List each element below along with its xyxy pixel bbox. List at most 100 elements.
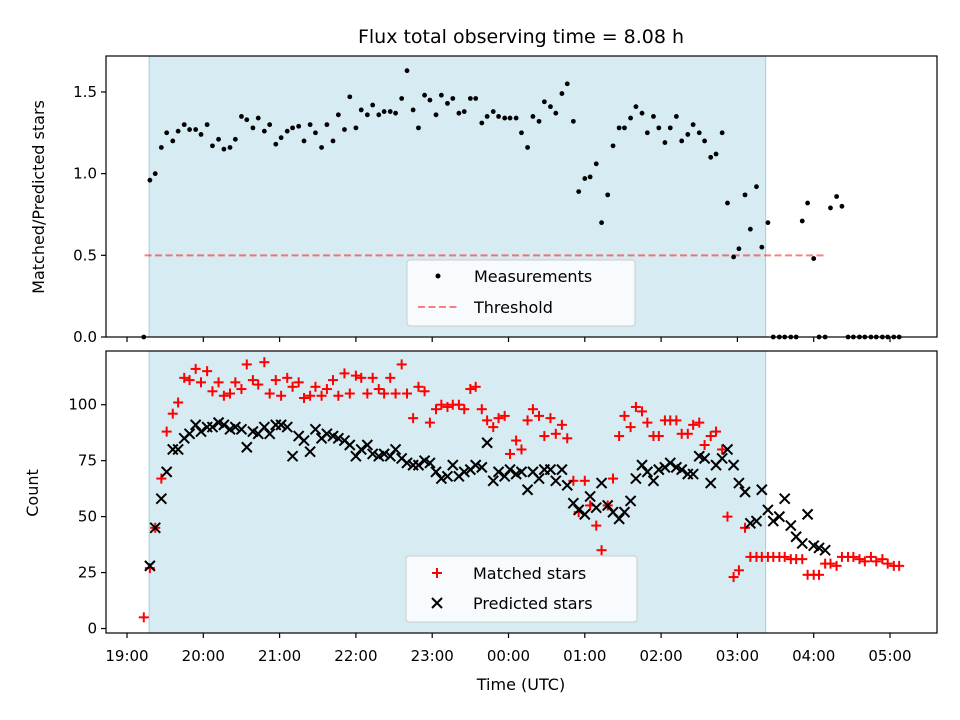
count-panel-frame <box>105 350 938 634</box>
measurement-point <box>530 114 536 119</box>
measurement-point <box>725 200 730 206</box>
ratio-panel: 0.0 0.5 1.0 1.5 Matched/Predicted stars Mea… <box>29 55 938 346</box>
measurement-point <box>301 138 307 144</box>
time-x-tick-label: 04:00 <box>792 647 835 665</box>
matched-star-point <box>814 569 825 580</box>
measurement-point <box>450 96 456 101</box>
matched-star-point <box>156 473 167 484</box>
measurement-point <box>599 220 604 226</box>
measurement-point <box>633 104 639 110</box>
measurement-point <box>250 125 256 131</box>
ratio-y-tick-label: 0.5 <box>73 246 97 264</box>
measurement-point <box>467 96 473 101</box>
matched-star-point <box>424 417 435 428</box>
predicted-star-point <box>762 504 774 516</box>
time-x-tick-label: 03:00 <box>716 647 759 665</box>
measurement-point <box>353 125 359 131</box>
predicted-star-point <box>721 443 734 456</box>
matched-star-point <box>871 556 882 567</box>
matched-star-point <box>138 612 149 623</box>
measurement-point <box>667 125 673 131</box>
measurement-point <box>330 138 336 144</box>
matched-star-point <box>282 372 293 383</box>
predicted-star-point <box>183 428 196 440</box>
matched-star-point <box>218 390 229 401</box>
measurement-point <box>811 256 817 261</box>
measurement-point <box>335 112 341 118</box>
measurement-point <box>273 141 279 147</box>
matched-star-point <box>236 384 247 395</box>
measurement-point <box>507 115 513 121</box>
measurement-point <box>445 100 450 106</box>
predicted-star-point <box>595 477 608 489</box>
predicted-star-point <box>590 501 602 514</box>
matched-star-point <box>453 399 464 410</box>
matched-star-point <box>161 426 172 437</box>
time-x-axis: 19:00 20:00 21:00 22:00 23:00 00:00 01:00 02:00… <box>105 633 912 665</box>
time-x-tick-label: 00:00 <box>487 647 530 665</box>
ratio-legend-box <box>406 259 636 327</box>
measurement-point <box>278 135 284 141</box>
matched-star-point <box>321 384 332 395</box>
predicted-star-point <box>664 457 676 469</box>
matched-star-point <box>213 377 224 388</box>
matched-star-point <box>516 444 527 455</box>
measurement-point <box>170 138 176 144</box>
measurement-point <box>805 200 810 206</box>
matched-star-point <box>402 388 413 399</box>
predicted-star-point <box>424 457 436 469</box>
matched-star-point <box>413 381 424 392</box>
measurement-point <box>364 112 370 118</box>
matched-star-point <box>608 473 619 484</box>
measurement-point <box>267 122 273 128</box>
predicted-star-point <box>550 475 562 487</box>
measurement-point <box>765 220 771 226</box>
matched-star-point <box>579 475 590 486</box>
measurement-point <box>227 145 233 150</box>
matched-star-point <box>682 428 693 439</box>
matched-star-point <box>344 388 355 399</box>
measurement-point <box>296 123 302 129</box>
time-x-tick-label: 19:00 <box>105 647 148 665</box>
measurement-point <box>422 92 427 98</box>
time-x-tick-label: 23:00 <box>411 647 454 665</box>
matched-star-point <box>779 551 790 562</box>
matched-star-point <box>556 419 567 430</box>
ratio-y-tick-label: 0.0 <box>73 328 97 346</box>
predicted-star-point <box>778 493 791 505</box>
measurement-point <box>679 138 685 144</box>
predicted-star-point <box>458 466 470 478</box>
measurement-point <box>519 130 524 136</box>
predicted-star-point <box>727 459 740 471</box>
matched-star-point <box>230 377 241 388</box>
matched-star-point <box>527 404 538 415</box>
predicted-star-point <box>361 439 374 451</box>
matched-star-point <box>190 363 201 374</box>
predicted-star-point <box>144 560 156 572</box>
predicted-star-point <box>641 466 654 478</box>
matched-star-point <box>316 390 327 401</box>
count-legend: Matched stars Predicted stars <box>405 555 638 623</box>
measurement-point <box>399 96 405 101</box>
measurement-point <box>381 109 387 114</box>
measurement-point <box>255 115 261 121</box>
predicted-star-point <box>263 428 276 440</box>
matched-star-point <box>373 384 384 395</box>
measurement-point <box>708 154 714 160</box>
predicted-star-point <box>533 472 545 485</box>
matched-star-point <box>179 372 190 383</box>
measurement-point <box>193 127 199 132</box>
matched-star-point <box>202 366 213 377</box>
matched-star-point <box>877 554 888 565</box>
predicted-star-point <box>687 468 699 480</box>
matched-star-point <box>356 372 367 383</box>
predicted-star-point <box>487 475 499 487</box>
measurement-point <box>473 96 479 101</box>
predicted-star-point <box>733 477 745 489</box>
matched-star-point <box>596 545 607 556</box>
measurement-point <box>713 151 719 157</box>
matched-star-point <box>699 440 710 450</box>
legend-measurements-marker <box>435 273 441 279</box>
measurement-point <box>376 112 382 118</box>
